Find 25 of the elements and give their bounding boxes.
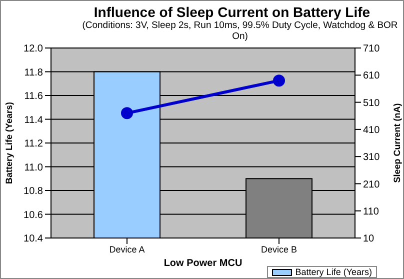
y2-tick-label: 410 <box>363 124 380 136</box>
x-axis-title: Low Power MCU <box>164 258 242 269</box>
y2-tick-label: 510 <box>363 98 380 109</box>
y-tick-label: 12.0 <box>24 44 44 55</box>
y2-tick-label: 110 <box>363 206 380 218</box>
y-tick-label: 11.4 <box>24 114 44 126</box>
y2-tick-label: 310 <box>363 152 380 164</box>
y2-tick-label: 710 <box>363 44 380 55</box>
y-tick-label: 10.4 <box>24 234 44 245</box>
chart-title: Influence of Sleep Current on Battery Life <box>92 4 372 20</box>
legend-label: Battery Life (Years) <box>267 266 377 278</box>
y-tick-label: 11.6 <box>24 91 44 102</box>
y-tick-label: 10.8 <box>24 186 44 198</box>
y-tick-label: 11.0 <box>24 162 44 174</box>
y2-tick-label: 210 <box>363 179 380 190</box>
y-axis-title: Battery Life (Years) <box>4 102 14 184</box>
chart-subtitle: (Conditions: 3V, Sleep 2s, Run 10ms, 99.5% Duty Cycle, Watchdog & BOR On) <box>81 20 399 42</box>
x-tick-label: Device B <box>260 244 298 254</box>
y-tick-label: 11.2 <box>24 138 44 150</box>
y-tick-label: 11.8 <box>24 67 44 78</box>
y2-axis-title: Sleep Current (nA) <box>392 103 402 183</box>
x-tick-label: Device A <box>109 244 145 254</box>
y2-tick-label: 10 <box>363 234 375 245</box>
y-tick-label: 10.6 <box>24 210 44 221</box>
y2-tick-label: 610 <box>363 70 380 82</box>
